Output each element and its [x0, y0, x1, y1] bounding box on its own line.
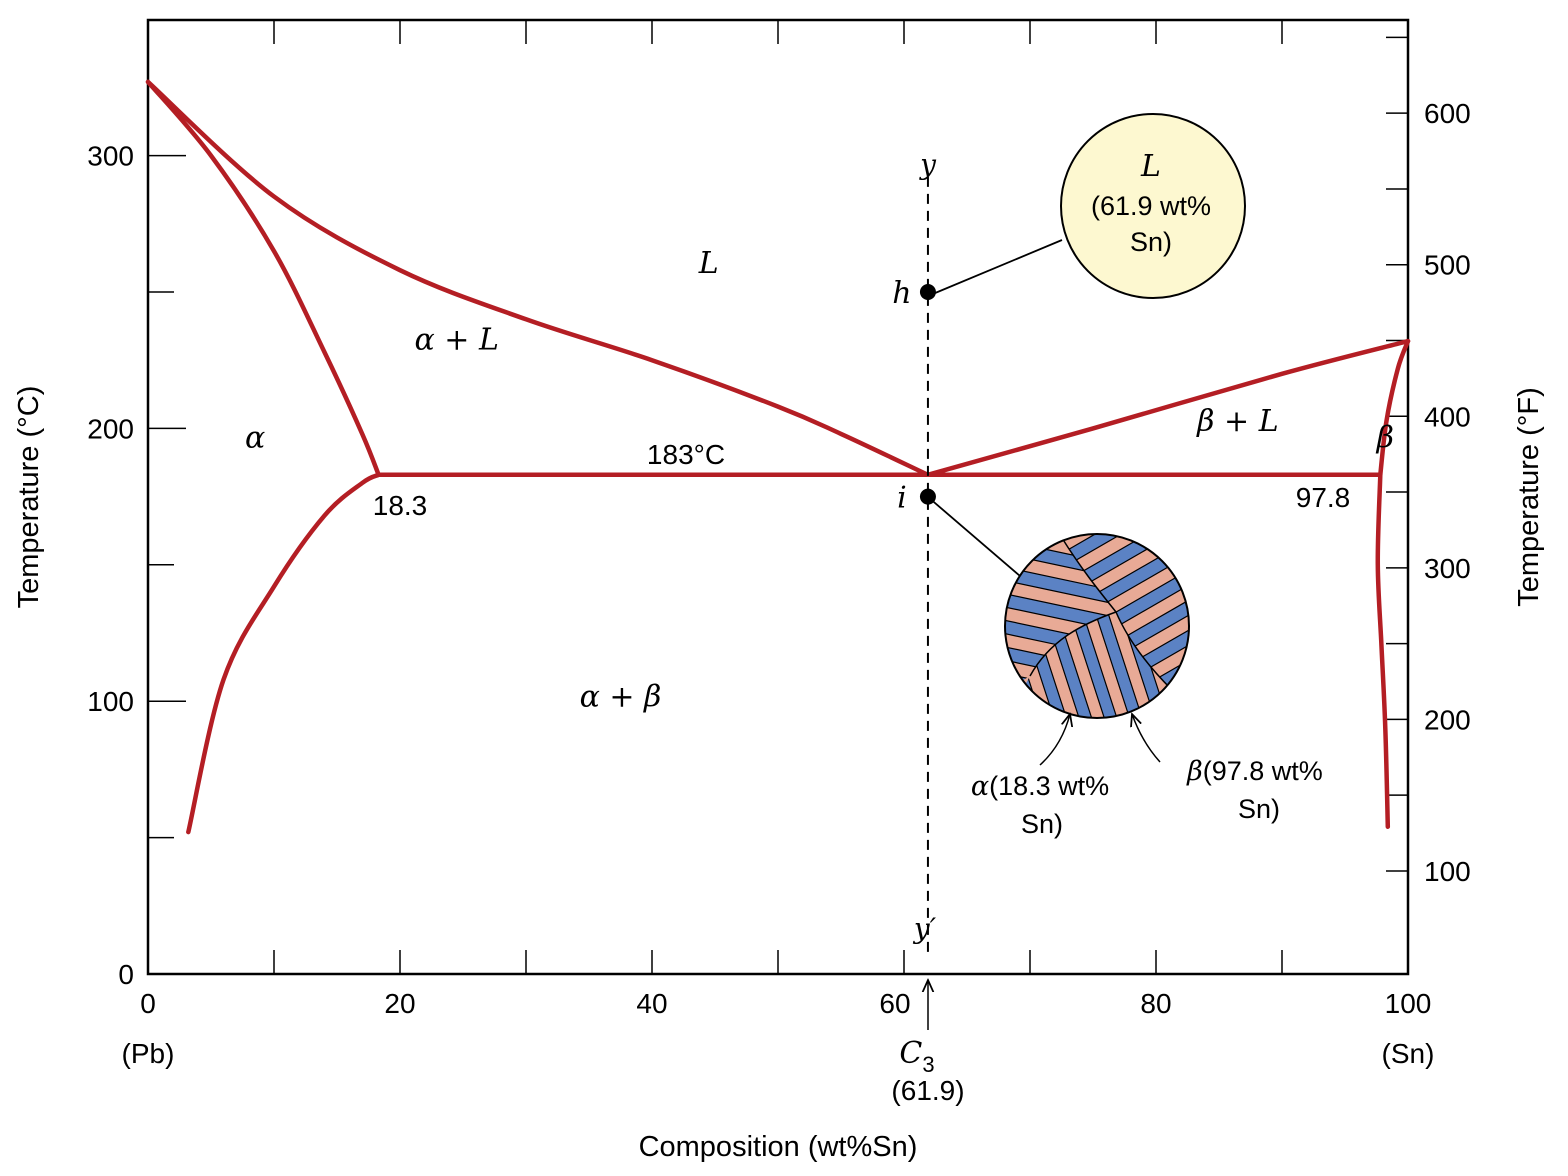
beta-lamella — [1019, 612, 1125, 718]
y-tick-label-right: 500 — [1424, 250, 1471, 281]
x-tick-label: 20 — [384, 988, 415, 1019]
x-end-label-right: (Sn) — [1382, 1038, 1435, 1069]
x-tick-label: 0 — [140, 988, 156, 1019]
eutectic-inset-leader — [927, 496, 1021, 577]
c3-subscript: 3 — [922, 1052, 934, 1077]
c3-value: (61.9) — [891, 1075, 964, 1106]
region-label: β — [1376, 420, 1394, 455]
y-axis-right-label: Temperature (°F) — [1513, 387, 1545, 606]
beta-caption-line2: Sn) — [1238, 794, 1280, 824]
phase-boundaries — [145, 79, 1411, 835]
liquid-inset-line1: (61.9 wt% — [1091, 191, 1211, 221]
composition-line-top-label: y — [918, 148, 937, 181]
eutectic-temperature-label: 183°C — [647, 439, 725, 470]
beta-lamella — [1005, 597, 1116, 674]
region-label: L — [698, 246, 719, 281]
state-point-label-i: i — [897, 481, 907, 516]
y-tick-label-right: 300 — [1424, 553, 1471, 584]
phase-boundary-beta-solidus — [1378, 338, 1411, 478]
beta-lamella — [860, 585, 964, 874]
x-tick-label-60: 60 — [879, 988, 910, 1019]
y-tick-label-right: 100 — [1424, 856, 1471, 887]
alpha-caption-symbol: α — [971, 771, 989, 802]
beta-lamella — [1062, 534, 1189, 614]
y-tick-label-right: 400 — [1424, 401, 1471, 432]
state-point-label-h: h — [892, 276, 911, 311]
beta-lamella — [1005, 546, 1116, 623]
liquid-inset-leader — [927, 239, 1063, 297]
phase-boundary-liquidus-right — [925, 338, 1411, 478]
alpha-phase-caption: α(18.3 wt% — [971, 771, 1109, 802]
beta-limit-label: 97.8 — [1296, 482, 1351, 513]
beta-lamella — [1203, 474, 1307, 763]
region-label: α — [245, 420, 265, 455]
x-axis-ticks: 0 20 40 80 100 — [140, 20, 1431, 1019]
y-tick-label-left: 0 — [118, 959, 134, 990]
x-end-label-left: (Pb) — [122, 1038, 175, 1069]
phase-boundary-alpha-solvus — [186, 472, 381, 835]
beta-lamella — [1005, 534, 1116, 598]
liquid-inset-title: L — [1140, 149, 1161, 184]
beta-lamella — [1042, 612, 1148, 718]
alpha-limit-label: 18.3 — [373, 490, 428, 521]
grain-boundaries — [1029, 537, 1173, 691]
y-tick-label-right: 600 — [1424, 98, 1471, 129]
beta-pointer — [1132, 714, 1161, 763]
phase-boundary-beta-solvus — [1375, 472, 1391, 829]
y-axis-left-label: Temperature (°C) — [13, 386, 45, 609]
composition-line-bottom-label: y′ — [912, 912, 937, 945]
phase-boundary-alpha-solidus — [145, 79, 381, 478]
eutectic-microstructure — [860, 362, 1307, 874]
y-axis-left-ticks: 0 100 200 300 — [87, 141, 186, 990]
eutectic-inset-circle — [1004, 533, 1190, 719]
phase-boundary-liquidus-left — [145, 79, 931, 478]
region-label: α + L — [415, 322, 499, 357]
state-point-i — [919, 488, 936, 505]
y-tick-label-left: 100 — [87, 686, 134, 717]
beta-lamella — [1062, 534, 1189, 637]
c3-label: C3 — [899, 1036, 934, 1077]
region-label: β + L — [1196, 404, 1278, 439]
x-tick-label: 80 — [1140, 988, 1171, 1019]
y-axis-right-ticks: 100 200 300 400 500 600 — [1386, 36, 1471, 887]
y-tick-label-left: 300 — [87, 141, 134, 172]
liquid-inset-line2: Sn) — [1130, 227, 1172, 257]
beta-lamella — [1005, 612, 1011, 718]
x-axis-label: Composition (wt%Sn) — [639, 1131, 918, 1163]
beta-phase-caption: β(97.8 wt% — [1186, 756, 1323, 787]
beta-caption-symbol: β — [1186, 756, 1203, 787]
beta-lamella — [883, 577, 987, 866]
y-tick-label-left: 200 — [87, 413, 134, 444]
beta-caption-line1: (97.8 wt% — [1203, 756, 1323, 786]
liquid-inset-circle — [1060, 113, 1246, 299]
beta-lamella — [926, 362, 1192, 523]
beta-lamella — [1179, 612, 1180, 718]
alpha-caption-line1: (18.3 wt% — [989, 771, 1109, 801]
beta-lamella — [1005, 571, 1116, 649]
beta-lamella — [929, 445, 1225, 520]
beta-lamella — [1005, 534, 1116, 547]
phase-region-labels: α α + L Lα + β β + L β — [245, 246, 1394, 715]
x-tick-label: 100 — [1385, 988, 1432, 1019]
c3-symbol: C — [899, 1036, 922, 1071]
x-tick-label: 40 — [636, 988, 667, 1019]
state-points: hi — [892, 276, 936, 516]
region-label: α + β — [580, 680, 662, 715]
beta-lamella — [1065, 612, 1171, 718]
y-tick-label-right: 200 — [1424, 704, 1471, 735]
state-point-h — [919, 284, 936, 300]
alpha-caption-line2: Sn) — [1021, 809, 1063, 839]
alpha-pointer — [1039, 714, 1070, 766]
